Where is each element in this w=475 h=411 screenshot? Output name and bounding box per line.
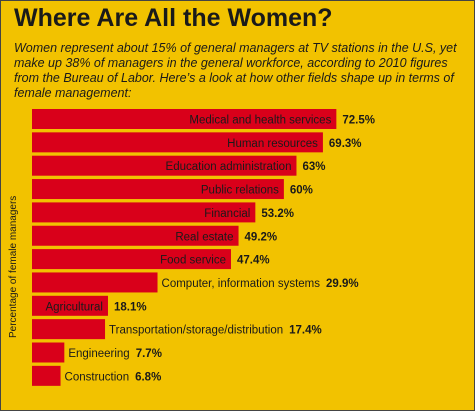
category-label: Education administration	[166, 161, 292, 173]
category-label: Real estate	[175, 231, 233, 243]
category-label: Construction	[65, 371, 130, 383]
category-label: Medical and health services	[189, 115, 331, 127]
bar-2	[32, 155, 297, 176]
category-label: Financial	[204, 208, 250, 220]
value-label: 69.3%	[329, 138, 362, 150]
category-label: Transportation/storage/distribution	[109, 325, 283, 337]
category-label: Agricultural	[45, 301, 103, 313]
value-label: 17.4%	[289, 325, 322, 337]
bar-10	[32, 342, 65, 363]
bar-5	[32, 225, 239, 246]
category-label: Computer, information systems	[162, 278, 321, 290]
category-label: Food service	[160, 255, 226, 267]
bar-9	[32, 319, 106, 340]
value-label: 47.4%	[237, 255, 270, 267]
category-label: Public relations	[201, 185, 279, 197]
category-label: Human resources	[227, 138, 318, 150]
bar-1	[32, 132, 323, 153]
chart-subtitle: Women represent about 15% of general man…	[14, 41, 457, 100]
y-axis-label: Percentage of female managers	[8, 196, 19, 338]
chart-title: Where Are All the Women?	[14, 4, 333, 32]
value-label: 49.2%	[245, 231, 278, 243]
bar-chart: Medical and health services 72.5% Human re…	[0, 108, 475, 408]
category-label: Engineering	[68, 348, 129, 360]
bar-11	[32, 365, 61, 386]
value-label: 60%	[290, 185, 313, 197]
value-label: 29.9%	[326, 278, 359, 290]
value-label: 53.2%	[261, 208, 294, 220]
bar-3	[32, 179, 284, 200]
bar-0	[32, 109, 337, 129]
value-label: 72.5%	[342, 115, 375, 127]
bar-8	[32, 295, 108, 316]
value-label: 7.7%	[136, 348, 162, 360]
value-label: 6.8%	[135, 371, 161, 383]
value-label: 18.1%	[114, 301, 147, 313]
bar-7	[32, 272, 158, 293]
bars-canvas: Medical and health services 72.5% Human re…	[32, 109, 375, 386]
bar-6	[32, 249, 231, 270]
bar-4	[32, 202, 256, 223]
y-axis-label-container: Percentage of female managers	[2, 108, 24, 393]
value-label: 63%	[302, 161, 325, 173]
